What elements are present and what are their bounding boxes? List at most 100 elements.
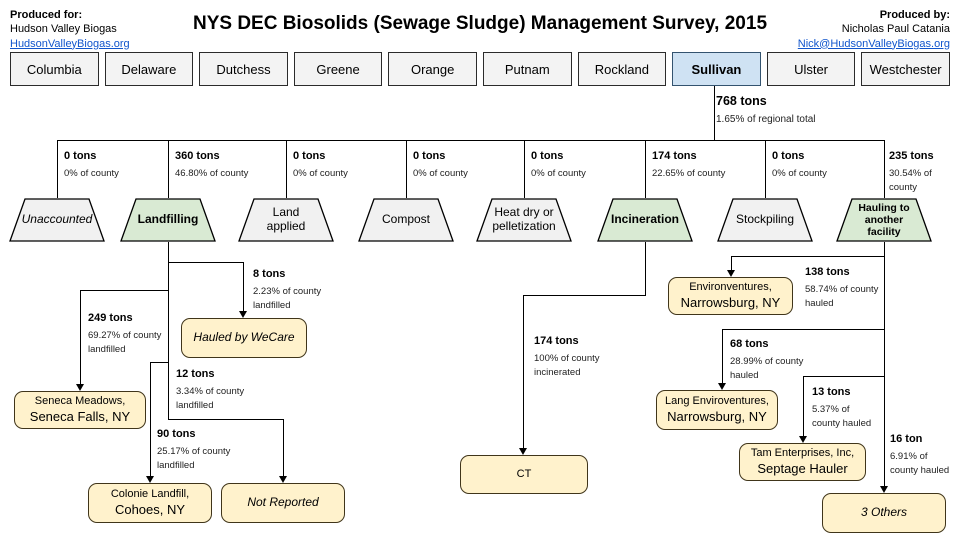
total-pct: 1.65% of regional total: [716, 114, 816, 125]
edge-tons: 16 ton: [890, 433, 923, 445]
dest-line2: Seneca Falls, NY: [29, 408, 131, 424]
connector: [150, 362, 151, 476]
arrowhead-icon: [279, 476, 287, 483]
edge-tons: 8 tons: [253, 268, 286, 280]
county-tabs: Columbia Delaware Dutchess Greene Orange…: [10, 52, 950, 86]
edge-label-colonie: 90 tons 25.17% of county landfilled: [157, 428, 245, 473]
node-label: Compost: [381, 212, 431, 227]
tab-label: Columbia: [26, 61, 82, 77]
node-label: Landfilling: [137, 212, 199, 227]
stat-landfilling: 360 tons 46.80% of county: [175, 150, 267, 181]
connector: [722, 329, 885, 330]
tab-orange[interactable]: Orange: [388, 52, 477, 86]
tab-delaware[interactable]: Delaware: [104, 52, 194, 86]
connector: [523, 295, 524, 448]
connector: [731, 256, 732, 270]
connector: [524, 140, 525, 198]
connector: [803, 376, 885, 377]
trapezoid-shape: [836, 198, 932, 242]
connector: [150, 362, 169, 363]
edge-label-others: 16 ton 6.91% of county hauled: [890, 433, 956, 478]
edge-tons: 68 tons: [730, 338, 769, 350]
edge-pct: 25.17% of county landfilled: [157, 446, 231, 471]
tab-ulster[interactable]: Ulster: [766, 52, 856, 86]
tab-label: Sullivan: [691, 61, 742, 77]
connector: [168, 262, 244, 263]
stat-pct: 0% of county: [413, 168, 468, 179]
connector: [406, 140, 407, 198]
dest-3-others: 3 Others: [822, 493, 946, 533]
trapezoid-shape: [597, 198, 693, 242]
connector: [243, 262, 244, 311]
stat-pct: 0% of county: [531, 168, 586, 179]
tab-label: Rockland: [594, 61, 649, 77]
edge-label-not-reported: 12 tons 3.34% of county landfilled: [176, 368, 261, 413]
node-label: Land applied: [266, 205, 306, 233]
arrowhead-icon: [727, 270, 735, 277]
stat-pct: 22.65% of county: [652, 168, 726, 179]
produced-by-label: Produced by:: [879, 9, 950, 21]
stat-heat-dry: 0 tons 0% of county: [531, 150, 621, 181]
edge-pct: 58.74% of county hauled: [805, 284, 879, 309]
trapezoid-shape: [238, 198, 334, 242]
tab-label: Putnam: [504, 61, 550, 77]
dest-line1: CT: [516, 468, 532, 481]
trapezoid-shape: [476, 198, 572, 242]
page-title: NYS DEC Biosolids (Sewage Sludge) Manage…: [192, 13, 768, 34]
dest-not-reported: Not Reported: [221, 483, 345, 523]
tab-columbia[interactable]: Columbia: [10, 52, 99, 86]
stat-incineration: 174 tons 22.65% of county: [652, 150, 744, 181]
edge-pct: 6.91% of county hauled: [890, 451, 950, 476]
dest-environventures: Environventures, Narrowsburg, NY: [668, 277, 793, 315]
connector: [884, 140, 885, 198]
dest-tam-enterprises: Tam Enterprises, Inc, Septage Hauler: [739, 443, 866, 481]
trapezoid-shape: [9, 198, 105, 242]
node-label: Stockpiling: [735, 212, 795, 227]
produced-for-link[interactable]: HudsonValleyBiogas.org: [10, 37, 130, 50]
connector: [523, 295, 646, 296]
tab-putnam[interactable]: Putnam: [482, 52, 572, 86]
tab-rockland[interactable]: Rockland: [577, 52, 667, 86]
edge-tons: 12 tons: [176, 368, 215, 380]
node-compost: Compost: [358, 198, 454, 242]
tab-label: Dutchess: [216, 61, 271, 77]
arrowhead-icon: [880, 486, 888, 493]
dest-line1: Hauled by WeCare: [193, 330, 295, 345]
node-label: Unaccounted: [21, 212, 93, 227]
dest-line2: Narrowsburg, NY: [667, 408, 767, 424]
tab-westchester[interactable]: Westchester: [861, 52, 950, 86]
arrowhead-icon: [799, 436, 807, 443]
stat-tons: 0 tons: [413, 150, 446, 162]
tab-dutchess[interactable]: Dutchess: [199, 52, 288, 86]
connector: [57, 140, 58, 198]
node-unaccounted: Unaccounted: [9, 198, 105, 242]
produced-for-name: Hudson Valley Biogas: [10, 23, 117, 36]
dest-line1: Seneca Meadows,: [34, 395, 126, 408]
edge-pct: 5.37% of county hauled: [812, 404, 872, 429]
tab-sullivan-active[interactable]: Sullivan: [672, 52, 761, 86]
dest-line2: Septage Hauler: [757, 460, 848, 476]
connector: [57, 140, 885, 141]
connector: [80, 290, 81, 384]
tab-greene[interactable]: Greene: [293, 52, 383, 86]
county-total-label: 768 tons 1.65% of regional total: [716, 94, 816, 128]
dest-colonie-landfill: Colonie Landfill, Cohoes, NY: [88, 483, 212, 523]
tab-label: Orange: [410, 61, 455, 77]
node-label: Hauling to another facility: [858, 201, 910, 239]
trapezoid-shape: [717, 198, 813, 242]
dest-line1: Tam Enterprises, Inc,: [750, 447, 855, 460]
node-land-applied: Land applied: [238, 198, 334, 242]
stat-hauling: 235 tons 30.54% of county: [889, 150, 959, 195]
edge-tons: 249 tons: [88, 312, 133, 324]
edge-tons: 174 tons: [534, 335, 579, 347]
arrowhead-icon: [146, 476, 154, 483]
node-incineration: Incineration: [597, 198, 693, 242]
produced-by-link[interactable]: Nick@HudsonValleyBiogas.org: [797, 37, 950, 50]
tab-label: Ulster: [794, 61, 829, 77]
edge-pct: 69.27% of county landfilled: [88, 330, 162, 355]
dest-line1: Colonie Landfill,: [110, 488, 190, 501]
stat-pct: 0% of county: [772, 168, 827, 179]
edge-label-lang: 68 tons 28.99% of county hauled: [730, 338, 815, 383]
produced-by-name: Nicholas Paul Catania: [841, 23, 950, 36]
